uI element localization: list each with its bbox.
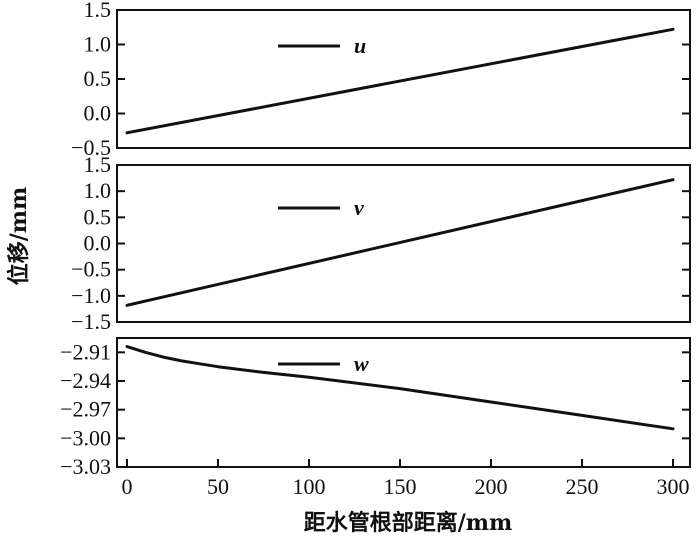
x-axis-label: 距水管根部距离/mm bbox=[304, 510, 513, 536]
legend-label-w: w bbox=[354, 351, 369, 376]
panel-3: −2.91 −2.94 −2.97 −3.00 −3.03 w bbox=[60, 337, 691, 479]
panel-frame bbox=[116, 337, 691, 468]
panel-1: 1.5 1.0 0.5 0.0 −0.5 u bbox=[71, 0, 691, 160]
x-tick-label: 50 bbox=[207, 474, 229, 499]
y-tick-label: −2.94 bbox=[60, 368, 111, 393]
legend-label-v: v bbox=[354, 195, 364, 220]
series-line-w bbox=[125, 345, 675, 431]
x-tick-label: 200 bbox=[475, 474, 508, 499]
y-tick-label: 0.5 bbox=[84, 66, 112, 91]
x-tick-label: 0 bbox=[122, 474, 133, 499]
x-axis: 0 50 100 150 200 250 300 bbox=[122, 459, 690, 499]
y-tick-label: −3.03 bbox=[60, 454, 111, 479]
y-tick-label: 1.5 bbox=[84, 152, 112, 177]
y-tick-label: 1.0 bbox=[84, 32, 112, 57]
panel-frame bbox=[116, 164, 691, 323]
y-axis-label: 位移/mm bbox=[6, 187, 32, 286]
y-tick-label: −2.97 bbox=[60, 397, 111, 422]
chart-panels: 1.51.00.50.0−0.5u1.51.00.50.0−0.5−1.0−1.… bbox=[60, 0, 691, 479]
legend-label-u: u bbox=[354, 33, 366, 58]
y-tick-label: −1.5 bbox=[71, 309, 111, 334]
y-tick-label: −3.00 bbox=[60, 425, 111, 450]
y-tick-label: −1.0 bbox=[71, 283, 111, 308]
y-tick-label: 0.5 bbox=[84, 204, 112, 229]
x-tick-label: 250 bbox=[566, 474, 599, 499]
y-tick-label: 1.0 bbox=[84, 178, 112, 203]
y-tick-label: −0.5 bbox=[71, 257, 111, 282]
y-tick-label: 0.0 bbox=[84, 231, 112, 256]
y-tick-label: −2.91 bbox=[60, 339, 111, 364]
panel-2: 1.51.00.50.0−0.5−1.0−1.5 v bbox=[71, 152, 691, 334]
y-tick-label: −0.5 bbox=[71, 135, 111, 160]
y-tick-label: 0.0 bbox=[84, 101, 112, 126]
x-tick-label: 300 bbox=[657, 474, 690, 499]
series-line-v bbox=[125, 178, 675, 307]
y-tick-label: 1.5 bbox=[84, 0, 112, 22]
x-tick-label: 150 bbox=[384, 474, 417, 499]
series-line-u bbox=[125, 27, 675, 135]
x-tick-label: 100 bbox=[293, 474, 326, 499]
